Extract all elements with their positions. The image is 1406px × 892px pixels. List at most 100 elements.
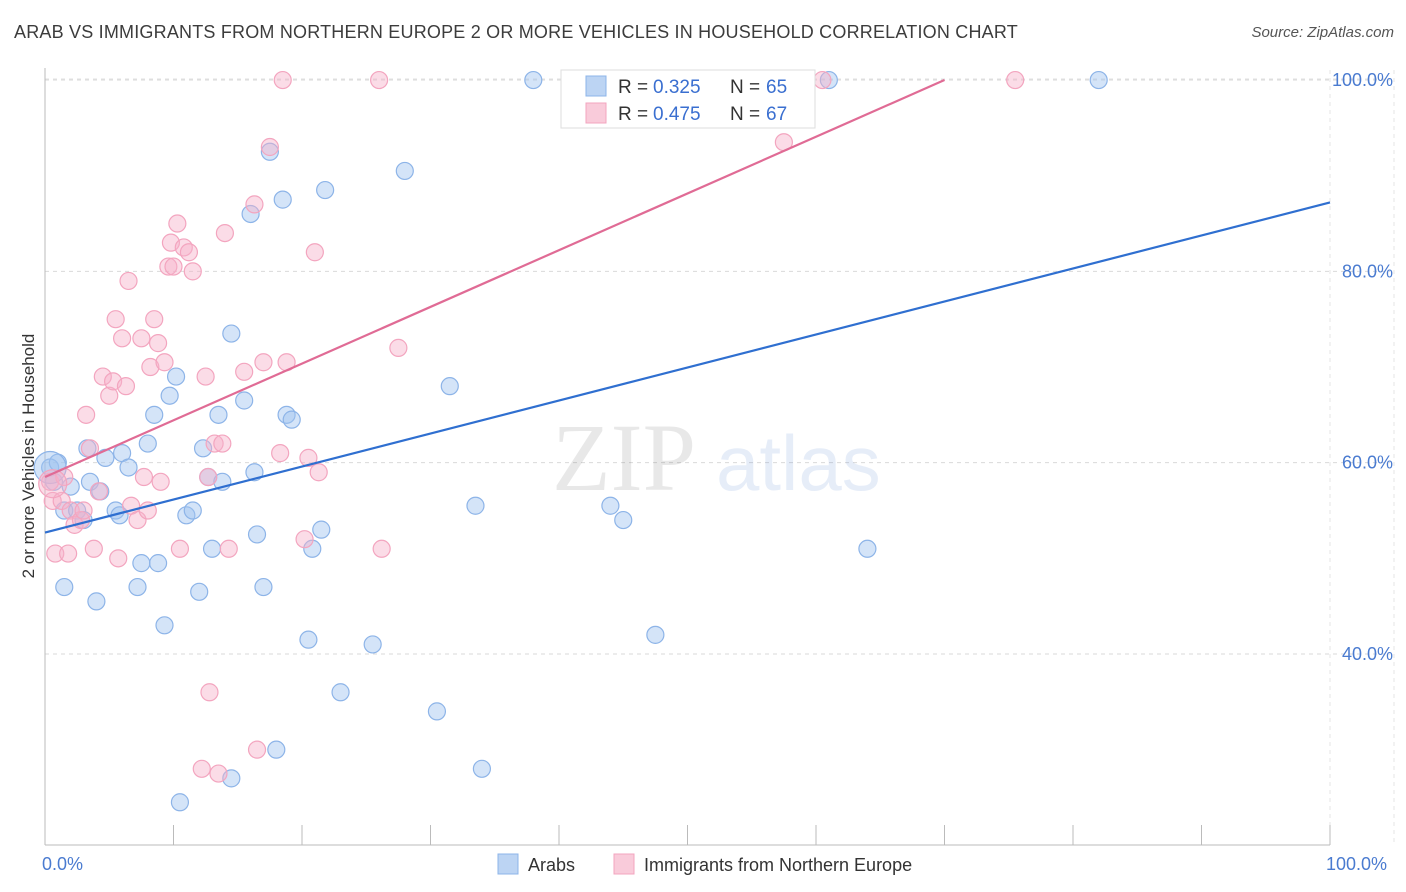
data-point-immigrants [309, 463, 328, 482]
data-point-immigrants [260, 137, 279, 157]
data-point-arabs [316, 180, 335, 200]
data-point-arabs [155, 616, 174, 635]
data-point-immigrants [295, 530, 314, 549]
data-point-immigrants [141, 357, 160, 377]
data-point-immigrants [196, 367, 215, 386]
legend-r-label-immigrants: R = [618, 104, 648, 125]
axes [44, 68, 1331, 846]
trend-line-immigrants [44, 79, 945, 479]
data-point-immigrants [273, 70, 292, 90]
y-tick-label: 80.0% [1342, 261, 1393, 281]
x-tick-label-max: 100.0% [1326, 854, 1387, 874]
data-point-arabs [190, 582, 209, 601]
data-point-immigrants [155, 353, 174, 372]
data-point-immigrants [199, 467, 218, 487]
data-point-arabs [132, 554, 151, 573]
data-point-arabs [614, 510, 633, 530]
data-point-arabs [160, 386, 179, 405]
data-point-arabs [241, 204, 260, 224]
y-tick-label: 40.0% [1342, 644, 1393, 664]
data-point-arabs [193, 439, 213, 458]
watermark: ZIP atlas [552, 404, 881, 511]
trend-line-arabs [44, 201, 1331, 534]
data-point-immigrants [151, 472, 170, 491]
trend-lines [44, 79, 1331, 534]
data-point-immigrants [148, 334, 168, 353]
data-point-arabs [282, 410, 301, 429]
data-point-immigrants [119, 271, 138, 291]
y-tick-labels: 40.0% 60.0% 80.0% 100.0% [1332, 70, 1393, 664]
data-point-arabs [273, 190, 292, 209]
legend-r-label-arabs: R = [618, 77, 648, 98]
data-point-immigrants [1006, 70, 1025, 90]
data-point-immigrants [132, 329, 151, 348]
data-point-immigrants [179, 243, 199, 262]
data-point-arabs [138, 434, 157, 453]
y-tick-label: 100.0% [1332, 70, 1393, 90]
legend-n-value-arabs: 65 [766, 77, 787, 98]
data-point-arabs [183, 501, 202, 520]
bottom-legend-label-immigrants: Immigrants from Northern Europe [644, 855, 912, 875]
data-point-arabs [331, 683, 350, 702]
data-point-arabs [472, 759, 491, 778]
data-point-immigrants [372, 539, 391, 558]
data-point-immigrants [209, 764, 228, 783]
data-point-arabs [440, 377, 459, 396]
legend-swatch-arabs [585, 75, 607, 97]
legend-n-label-immigrants: N = [730, 104, 760, 125]
data-point-immigrants [116, 377, 136, 396]
data-point-immigrants [235, 362, 254, 381]
bottom-legend-swatch-immigrants [613, 853, 635, 875]
data-point-immigrants [59, 544, 78, 563]
data-point-immigrants [159, 257, 178, 276]
data-point-immigrants [215, 223, 234, 243]
data-point-arabs [254, 577, 273, 597]
data-point-arabs [68, 501, 87, 520]
data-point-arabs [267, 740, 286, 759]
data-point-immigrants [205, 434, 224, 453]
chart-title: ARAB VS IMMIGRANTS FROM NORTHERN EUROPE … [14, 22, 1018, 42]
data-point-arabs [260, 142, 279, 161]
data-point-immigrants [106, 310, 125, 329]
data-point-immigrants [213, 434, 232, 453]
data-point-arabs [819, 70, 838, 90]
data-point-immigrants [100, 386, 119, 405]
data-point-immigrants [813, 70, 832, 90]
data-point-arabs [55, 577, 74, 597]
data-point-arabs [247, 525, 267, 544]
legend-r-value-arabs: 0.325 [653, 77, 701, 98]
data-point-immigrants [299, 448, 318, 467]
data-point-arabs [145, 405, 164, 424]
data-point-immigrants [219, 539, 238, 558]
data-point-arabs [312, 520, 331, 539]
data-point-immigrants [168, 214, 187, 233]
data-point-immigrants [89, 482, 109, 501]
correlation-legend: R = 0.325 N = 65 R = 0.475 N = 67 [560, 69, 816, 129]
data-point-arabs [427, 702, 447, 721]
data-point-arabs [202, 539, 222, 558]
data-point-immigrants [145, 310, 164, 329]
data-point-immigrants [183, 262, 202, 281]
data-point-arabs [601, 496, 620, 515]
data-point-arabs [148, 554, 168, 573]
data-point-immigrants [254, 353, 273, 372]
data-point-arabs [87, 592, 106, 611]
data-point-arabs [222, 324, 241, 343]
data-point-arabs [303, 539, 322, 558]
chart-source: Source: ZipAtlas.com [1251, 24, 1394, 41]
data-point-immigrants [389, 338, 408, 357]
data-point-immigrants [93, 367, 112, 386]
data-point-immigrants [109, 549, 128, 568]
x-tick-label-min: 0.0% [42, 854, 83, 874]
data-point-immigrants [370, 70, 389, 90]
data-point-immigrants [112, 329, 132, 348]
data-point-immigrants [77, 405, 96, 424]
legend-n-label-arabs: N = [730, 77, 760, 98]
data-point-arabs [128, 577, 147, 597]
grid-lines [45, 70, 1395, 845]
data-point-immigrants [74, 501, 93, 520]
data-point-immigrants [46, 544, 65, 563]
data-point-immigrants [164, 257, 183, 276]
legend-swatch-immigrants [585, 102, 607, 124]
x-tick-labels: 0.0% 100.0% [42, 854, 1387, 874]
